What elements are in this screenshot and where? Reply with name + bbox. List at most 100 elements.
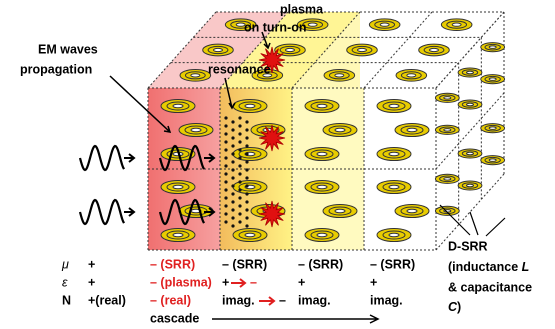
- annotation: resonance: [208, 62, 271, 76]
- row-symbol: ε: [62, 275, 68, 289]
- cell: – (real): [150, 293, 191, 307]
- srr-ring: [389, 104, 399, 108]
- field-dot: [224, 196, 227, 199]
- srr-ring: [245, 104, 255, 108]
- srr-ring: [286, 48, 295, 51]
- field-dot: [231, 144, 234, 147]
- field-dot: [245, 224, 248, 227]
- srr-ring: [467, 152, 474, 155]
- field-dot: [238, 140, 241, 143]
- field-dot: [238, 172, 241, 175]
- field-dot: [238, 220, 241, 223]
- field-dot: [238, 116, 241, 119]
- field-dot: [245, 136, 248, 139]
- field-dot: [238, 132, 241, 135]
- row-sign: +: [88, 275, 95, 289]
- annotation: propagation: [20, 62, 92, 76]
- cell: imag.: [298, 293, 331, 307]
- cell: –: [279, 293, 286, 307]
- srr-ring: [444, 129, 451, 132]
- annotation: EM waves: [38, 42, 98, 56]
- field-dot: [231, 224, 234, 227]
- field-dot: [224, 212, 227, 215]
- field-dot: [224, 156, 227, 159]
- srr-ring: [191, 74, 200, 77]
- srr-ring: [467, 103, 474, 106]
- field-dot: [231, 184, 234, 187]
- field-dot: [224, 220, 227, 223]
- field-dot: [231, 192, 234, 195]
- field-dot: [231, 152, 234, 155]
- srr-ring: [335, 128, 345, 132]
- srr-ring: [389, 185, 399, 189]
- srr-ring: [389, 233, 399, 237]
- field-dot: [224, 124, 227, 127]
- srr-ring: [191, 128, 201, 132]
- field-dot: [231, 160, 234, 163]
- field-dot: [245, 176, 248, 179]
- field-dot: [224, 204, 227, 207]
- field-dot: [224, 140, 227, 143]
- field-dot: [231, 208, 234, 211]
- field-dot: [231, 200, 234, 203]
- srr-ring: [407, 128, 417, 132]
- field-dot: [238, 212, 241, 215]
- srr-ring: [173, 104, 183, 108]
- field-dot: [245, 216, 248, 219]
- srr-ring: [358, 48, 367, 51]
- srr-ring: [308, 23, 317, 26]
- legend-text: (inductance: [448, 260, 522, 274]
- legend-title: D-SRR: [448, 239, 488, 253]
- row-sign: +: [88, 257, 95, 271]
- cell: – (plasma): [150, 275, 212, 289]
- row-symbol: N: [62, 293, 71, 307]
- legend-text: & capacitance: [448, 280, 532, 294]
- srr-ring: [380, 23, 389, 26]
- cell: +: [370, 275, 377, 289]
- srr-ring: [389, 152, 399, 156]
- field-dot: [238, 156, 241, 159]
- legend-text: ): [457, 300, 461, 314]
- annotation: plasma: [280, 2, 324, 16]
- srr-ring: [214, 48, 223, 51]
- srr-ring: [467, 71, 474, 74]
- wave-arrow: [124, 154, 134, 162]
- srr-ring: [335, 74, 344, 77]
- field-dot: [238, 204, 241, 207]
- field-dot: [231, 136, 234, 139]
- srr-ring: [444, 178, 451, 181]
- field-dot: [245, 200, 248, 203]
- srr-ring: [407, 74, 416, 77]
- arrow: [259, 297, 274, 305]
- field-dot: [245, 160, 248, 163]
- field-dot: [231, 120, 234, 123]
- field-dot: [245, 128, 248, 131]
- annotation: on turn-on: [244, 20, 306, 34]
- field-dot: [245, 168, 248, 171]
- field-dot: [224, 116, 227, 119]
- field-dot: [238, 148, 241, 151]
- em-wave: [80, 146, 124, 170]
- legend-text: (inductance L: [448, 260, 529, 274]
- field-dot: [231, 168, 234, 171]
- cell: +: [298, 275, 305, 289]
- field-dot: [238, 164, 241, 167]
- srr-ring: [173, 233, 183, 237]
- srr-ring: [452, 23, 461, 26]
- srr-ring: [317, 233, 327, 237]
- diagram: plasma on turn-on EM waves propagation r…: [0, 0, 555, 329]
- field-dot: [224, 132, 227, 135]
- srr-ring: [173, 185, 183, 189]
- row-symbol: μ: [61, 257, 69, 271]
- cell: – (SRR): [150, 257, 195, 271]
- cell: – (SRR): [298, 257, 343, 271]
- field-dot: [238, 196, 241, 199]
- em-wave: [80, 200, 124, 224]
- srr-ring: [407, 209, 417, 213]
- field-dot: [238, 180, 241, 183]
- field-dot: [245, 152, 248, 155]
- field-dot: [224, 148, 227, 151]
- srr-ring: [489, 127, 496, 130]
- field-dot: [245, 144, 248, 147]
- srr-ring: [430, 48, 439, 51]
